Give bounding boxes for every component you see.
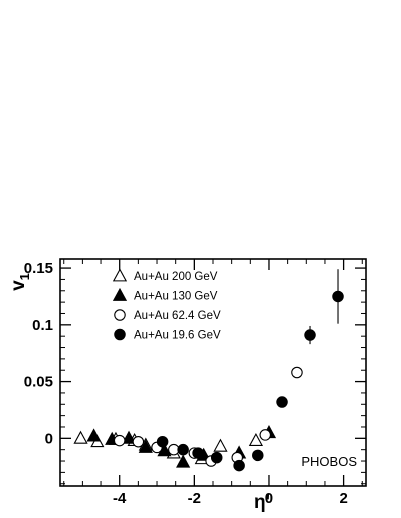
legend-marker [115, 310, 125, 320]
data-point [74, 432, 86, 443]
y-axis-label-main: v [8, 280, 29, 291]
legend-item: Au+Au 62.4 GeV [115, 310, 221, 322]
legend-label: Au+Au 62.4 GeV [134, 310, 221, 322]
y-axis-label: v1 [8, 273, 32, 291]
legend-item: Au+Au 200 GeV [114, 270, 218, 284]
x-tick-labels: -4 -2 0 2 [113, 490, 348, 507]
x-tick-label: -4 [113, 490, 127, 507]
x-axis-label: η' [254, 492, 270, 513]
legend-item: Au+Au 130 GeV [114, 289, 218, 303]
x-tick-label: 2 [339, 490, 347, 507]
legend-label: Au+Au 19.6 GeV [134, 330, 221, 342]
y-axis-label-subscript: 1 [17, 273, 32, 280]
y-tick-label: 0 [45, 430, 53, 447]
y-tick-label: 0.1 [32, 317, 53, 334]
data-point [253, 450, 263, 460]
legend-marker [115, 329, 125, 339]
legend-label: Au+Au 200 GeV [134, 271, 218, 283]
data-point [214, 440, 226, 451]
data-point [157, 437, 167, 447]
data-point [193, 448, 203, 458]
data-point [333, 291, 343, 301]
svg-text:v1: v1 [8, 273, 32, 291]
data-point [178, 444, 188, 454]
y-tick-label: 0.05 [24, 374, 53, 391]
x-tick-label: -2 [188, 490, 201, 507]
data-point [115, 435, 125, 445]
legend: Au+Au 200 GeV Au+Au 130 GeV Au+Au 62.4 GeV… [114, 270, 221, 342]
data-point [133, 437, 143, 447]
legend-marker [114, 270, 126, 281]
data-point [292, 367, 302, 377]
data-point [212, 452, 222, 462]
legend-label: Au+Au 130 GeV [134, 291, 218, 303]
legend-marker [114, 289, 126, 300]
data-point [234, 460, 244, 470]
data-point [260, 430, 270, 440]
data-point [277, 397, 287, 407]
legend-item: Au+Au 19.6 GeV [115, 329, 221, 341]
phobos-annotation: PHOBOS [301, 454, 357, 469]
data-point [305, 330, 315, 340]
